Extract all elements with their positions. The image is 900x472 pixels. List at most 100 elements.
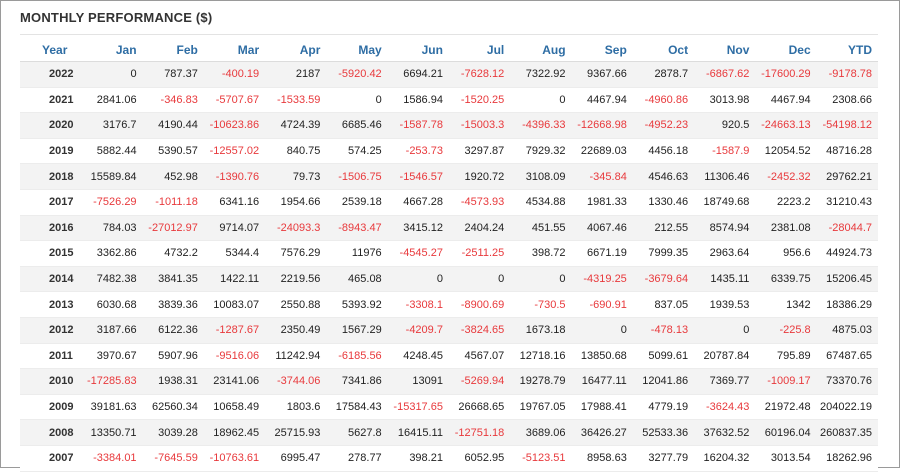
- value-cell-mar: 18962.45: [203, 419, 266, 446]
- value-cell-nov: -6867.62: [694, 61, 756, 88]
- value-cell-mar: 9714.07: [203, 215, 266, 242]
- value-cell-ytd: 67487.65: [816, 343, 878, 370]
- value-cell-feb: -7645.59: [142, 445, 204, 472]
- value-cell-nov: -3624.43: [694, 394, 756, 421]
- value-cell-jan: -7526.29: [81, 189, 143, 216]
- value-cell-oct: 52533.36: [632, 419, 695, 446]
- value-cell-dec: 60196.04: [755, 419, 817, 446]
- value-cell-jul: -3824.65: [448, 317, 511, 344]
- value-cell-feb: -346.83: [142, 87, 204, 114]
- value-cell-aug: 0: [510, 87, 572, 114]
- year-cell: 2011: [20, 343, 82, 370]
- column-header-may: May: [326, 38, 388, 62]
- value-cell-apr: -3744.06: [265, 368, 327, 395]
- value-cell-sep: -12668.98: [571, 112, 633, 139]
- value-cell-jun: 13091: [387, 368, 449, 395]
- value-cell-ytd: 48716.28: [816, 138, 878, 165]
- value-cell-sep: 16477.11: [571, 368, 633, 395]
- table-row: 2008 13350.71 3039.28 18962.45 25715.93 5627.…: [20, 419, 878, 446]
- value-cell-jun: 4667.28: [387, 189, 449, 216]
- value-cell-jul: -15003.3: [448, 112, 511, 139]
- column-header-jan: Jan: [81, 38, 143, 62]
- value-cell-may: -5920.42: [326, 61, 388, 88]
- value-cell-jun: -253.73: [387, 138, 449, 165]
- value-cell-aug: 398.72: [510, 240, 572, 267]
- performance-table: Year Jan Feb Mar Apr May Jun Jul Aug Sep Oct Nov Dec…: [20, 38, 878, 472]
- value-cell-sep: -345.84: [571, 163, 633, 190]
- value-cell-jun: 1586.94: [387, 87, 449, 114]
- value-cell-may: 278.77: [326, 445, 388, 472]
- value-cell-apr: 7576.29: [265, 240, 327, 267]
- value-cell-mar: 5344.4: [203, 240, 266, 267]
- value-cell-feb: 5907.96: [142, 343, 204, 370]
- table-row: 2014 7482.38 3841.35 1422.11 2219.56 465.08 0 0…: [20, 266, 878, 293]
- year-cell: 2010: [20, 368, 82, 395]
- value-cell-jan: 6030.68: [81, 291, 143, 318]
- value-cell-jul: -8900.69: [448, 291, 511, 318]
- value-cell-feb: 787.37: [142, 61, 204, 88]
- value-cell-mar: 6341.16: [203, 189, 266, 216]
- value-cell-jul: 1920.72: [448, 163, 511, 190]
- table-row: 2011 3970.67 5907.96 -9516.06 11242.94 -6185.…: [20, 343, 878, 370]
- value-cell-dec: 1342: [755, 291, 817, 318]
- column-header-nov: Nov: [694, 38, 756, 62]
- value-cell-jun: -1587.78: [387, 112, 449, 139]
- value-cell-ytd: 260837.35: [816, 419, 878, 446]
- value-cell-oct: 4456.18: [632, 138, 695, 165]
- value-cell-apr: 25715.93: [265, 419, 327, 446]
- value-cell-jul: 2404.24: [448, 215, 511, 242]
- column-header-year: Year: [20, 38, 82, 62]
- value-cell-apr: 2187: [265, 61, 327, 88]
- value-cell-aug: 19278.79: [510, 368, 572, 395]
- year-cell: 2009: [20, 394, 82, 421]
- value-cell-feb: 6122.36: [142, 317, 204, 344]
- value-cell-ytd: 2308.66: [816, 87, 878, 114]
- value-cell-apr: 4724.39: [265, 112, 327, 139]
- value-cell-sep: 22689.03: [571, 138, 633, 165]
- title-divider: [20, 34, 878, 35]
- value-cell-jan: 7482.38: [81, 266, 143, 293]
- value-cell-oct: -478.13: [632, 317, 695, 344]
- value-cell-apr: 840.75: [265, 138, 327, 165]
- value-cell-mar: 10658.49: [203, 394, 266, 421]
- value-cell-dec: -17600.29: [755, 61, 817, 88]
- column-header-dec: Dec: [755, 38, 817, 62]
- value-cell-nov: 1939.53: [694, 291, 756, 318]
- column-header-aug: Aug: [510, 38, 572, 62]
- value-cell-feb: 452.98: [142, 163, 204, 190]
- value-cell-ytd: -28044.7: [816, 215, 878, 242]
- table-row: 2017 -7526.29 -1011.18 6341.16 1954.66 2539.1…: [20, 189, 878, 216]
- value-cell-may: -1506.75: [326, 163, 388, 190]
- value-cell-ytd: -54198.12: [816, 112, 878, 139]
- value-cell-oct: 12041.86: [632, 368, 695, 395]
- table-row: 2019 5882.44 5390.57 -12557.02 840.75 574.25-…: [20, 138, 878, 165]
- table-row: 2012 3187.66 6122.36 -1287.67 2350.49 1567.29…: [20, 317, 878, 344]
- value-cell-sep: 36426.27: [571, 419, 633, 446]
- value-cell-jan: 5882.44: [81, 138, 143, 165]
- value-cell-mar: -1287.67: [203, 317, 266, 344]
- value-cell-nov: 2963.64: [694, 240, 756, 267]
- value-cell-oct: -3679.64: [632, 266, 695, 293]
- value-cell-jul: 3297.87: [448, 138, 511, 165]
- value-cell-oct: 3277.79: [632, 445, 695, 472]
- value-cell-aug: 12718.16: [510, 343, 572, 370]
- value-cell-aug: 3108.09: [510, 163, 572, 190]
- value-cell-dec: -1009.17: [755, 368, 817, 395]
- table-row: 2015 3362.86 4732.2 5344.4 7576.29 11976 -4545…: [20, 240, 878, 267]
- column-header-ytd: YTD: [816, 38, 878, 62]
- value-cell-jun: -15317.65: [387, 394, 449, 421]
- value-cell-oct: 837.05: [632, 291, 695, 318]
- value-cell-sep: 1981.33: [571, 189, 633, 216]
- year-cell: 2019: [20, 138, 82, 165]
- value-cell-jan: 0: [81, 61, 143, 88]
- year-cell: 2017: [20, 189, 82, 216]
- value-cell-apr: 11242.94: [265, 343, 327, 370]
- table-row: 2022 0 787.37 -400.19 2187 -5920.42 6694.21 -76…: [20, 61, 878, 88]
- year-cell: 2013: [20, 291, 82, 318]
- value-cell-oct: -4960.86: [632, 87, 695, 114]
- value-cell-may: 574.25: [326, 138, 388, 165]
- value-cell-dec: 4467.94: [755, 87, 817, 114]
- value-cell-jan: 3970.67: [81, 343, 143, 370]
- value-cell-feb: 3841.35: [142, 266, 204, 293]
- value-cell-sep: 8958.63: [571, 445, 633, 472]
